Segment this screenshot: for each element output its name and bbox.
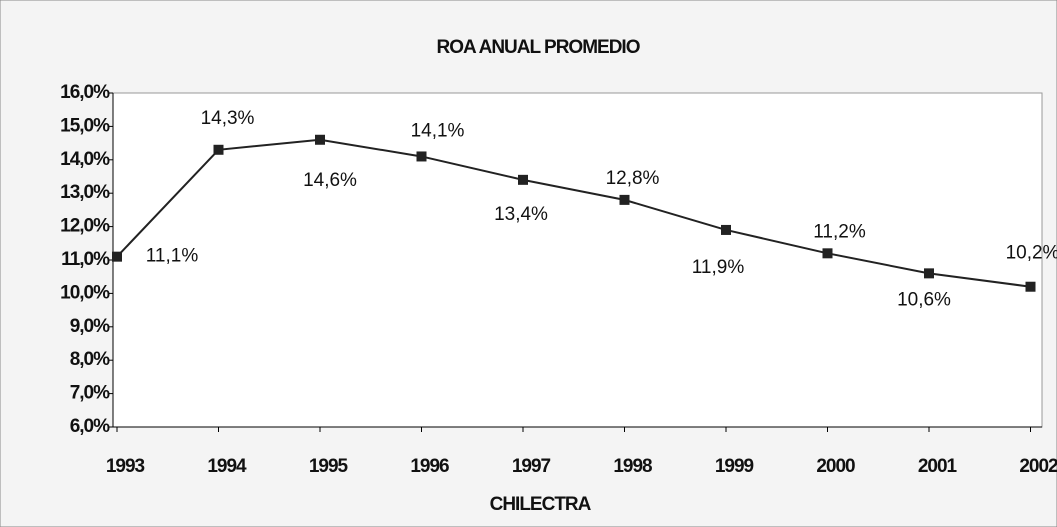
x-tick-label: 1994 <box>207 456 247 477</box>
y-tick-label: 13,0% <box>60 182 110 203</box>
x-tick-label: 2001 <box>918 456 958 477</box>
point <box>924 268 934 279</box>
x-tick-label: 2000 <box>816 456 855 477</box>
y-tick-label: 11,0% <box>61 249 110 270</box>
y-tick-label: 14,0% <box>60 149 110 170</box>
y-tick-label: 15,0% <box>60 115 110 136</box>
x-axis-label: CHILECTRA <box>490 494 592 515</box>
value-label: 11,2% <box>813 221 866 242</box>
x-tick-label: 1993 <box>106 456 145 477</box>
value-label: 14,3% <box>201 108 255 129</box>
line <box>116 138 1031 288</box>
x-tick-label: 1995 <box>309 456 349 477</box>
y-tick-label: 12,0% <box>60 216 110 237</box>
y-tick-label: 10,0% <box>60 282 110 303</box>
point <box>416 151 427 162</box>
point <box>822 248 833 259</box>
point <box>721 224 731 235</box>
y-tick-label: 16,0% <box>60 82 110 103</box>
value-label: 12,8% <box>606 168 660 189</box>
point <box>112 251 122 262</box>
x-tick-label: 1997 <box>512 456 551 477</box>
value-label: 14,6% <box>303 170 357 191</box>
y-tick-label: 8,0% <box>70 349 110 370</box>
y-tick-label: 9,0% <box>70 316 110 337</box>
chart-title: ROA ANUAL PROMEDIO <box>437 37 640 58</box>
point <box>619 194 630 205</box>
value-label: 14,1% <box>411 120 465 141</box>
point <box>213 144 224 155</box>
value-label: 11,9% <box>692 257 745 278</box>
x-tick-label: 1996 <box>410 456 449 477</box>
value-label: 11,1% <box>146 246 199 267</box>
x-tick-label: 2002 <box>1019 456 1057 477</box>
y-tick-label: 6,0% <box>70 416 110 437</box>
point <box>1025 281 1036 292</box>
point <box>315 134 325 145</box>
point <box>518 174 528 185</box>
value-label: 13,4% <box>494 204 548 225</box>
value-label: 10,6% <box>897 289 951 310</box>
y-tick-label: 7,0% <box>70 383 110 404</box>
x-tick-label: 1999 <box>715 456 754 477</box>
x-tick-label: 1998 <box>613 456 652 477</box>
plot-area <box>112 92 1043 428</box>
value-label: 10,2% <box>1006 243 1057 264</box>
